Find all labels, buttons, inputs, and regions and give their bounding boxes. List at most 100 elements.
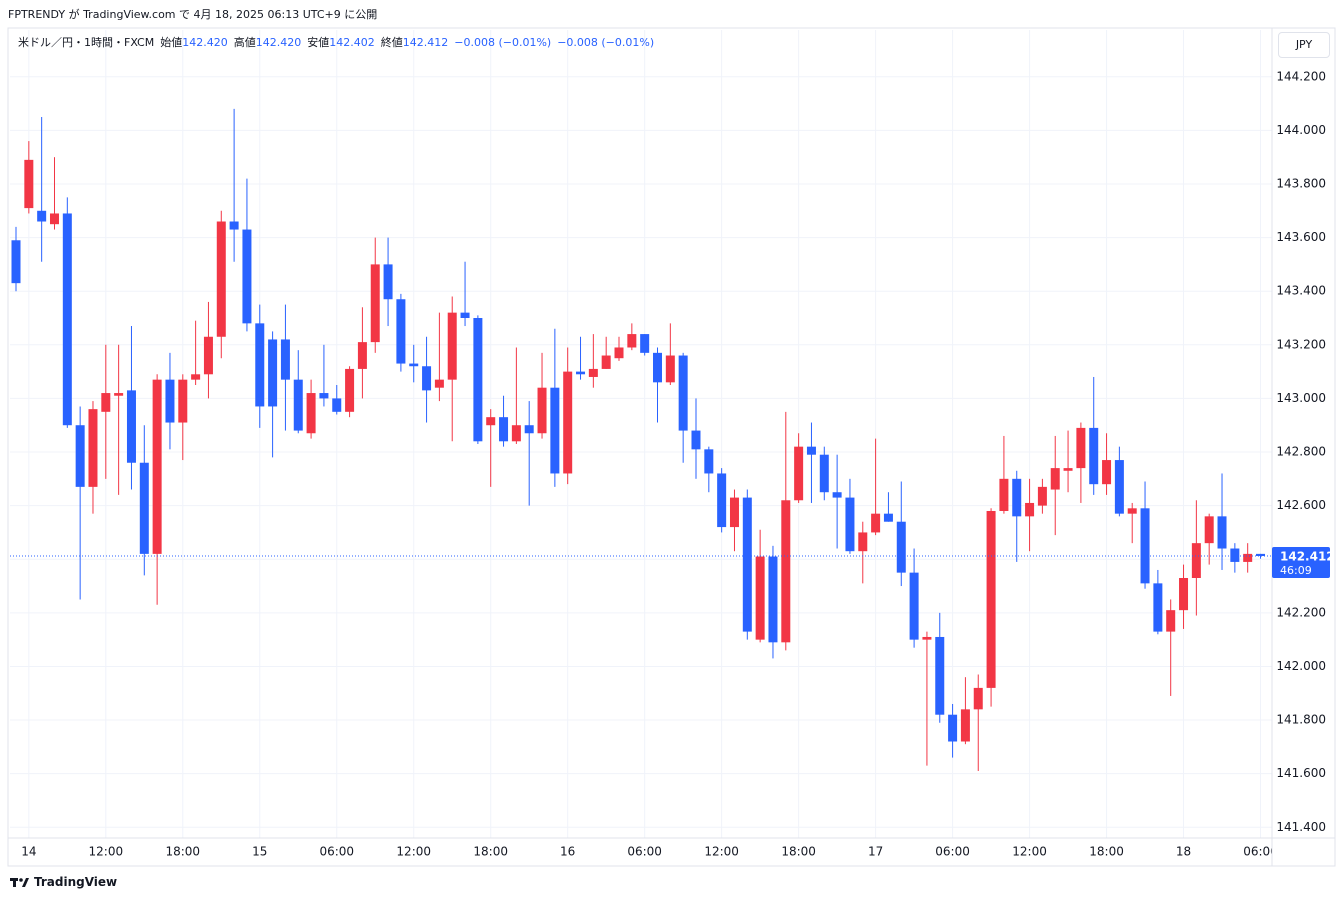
open-label: 始値	[160, 36, 183, 49]
candle-body	[665, 355, 675, 383]
candle-body	[383, 264, 393, 300]
y-tick-label: 144.000	[1276, 123, 1326, 137]
candle-body	[948, 714, 958, 742]
currency-button[interactable]: JPY	[1278, 32, 1330, 58]
candle-body	[960, 709, 970, 742]
candle-body	[550, 387, 560, 474]
y-tick-label: 141.400	[1276, 820, 1326, 834]
countdown-label: 46:09	[1280, 564, 1312, 577]
candle-body	[909, 572, 919, 640]
x-tick-label: 18:00	[781, 845, 816, 859]
candle-body	[191, 374, 201, 380]
candle-body	[729, 497, 739, 528]
logo-part	[19, 878, 23, 882]
last-price-label: 142.412	[1280, 550, 1335, 564]
candle-body	[1089, 427, 1099, 485]
candle-body	[1217, 516, 1227, 549]
candle-body	[11, 240, 21, 284]
x-tick-label: 14	[21, 845, 36, 859]
candle-body	[935, 636, 945, 715]
x-tick-label: 06:00	[935, 845, 970, 859]
candle-body	[1037, 486, 1047, 506]
candle-body	[537, 387, 547, 434]
candle-body	[999, 478, 1009, 511]
candle-body	[832, 492, 842, 498]
candle-body	[62, 213, 72, 426]
y-tick-label: 142.200	[1276, 605, 1326, 619]
x-tick-label: 06:00	[627, 845, 662, 859]
symbol: 米ドル／円・1時間・FXCM	[18, 36, 155, 49]
candle-body	[511, 425, 521, 442]
candles	[10, 108, 1272, 771]
candle-body	[280, 339, 290, 380]
y-tick-label: 142.800	[1276, 445, 1326, 459]
chart-frame	[7, 27, 1336, 867]
candle-body	[126, 390, 136, 463]
candle-body	[986, 510, 996, 688]
x-tick-label: 06:00	[1243, 845, 1278, 859]
change: −0.008 (−0.01%)	[454, 36, 552, 49]
candle-body	[255, 323, 265, 407]
y-tick-label: 143.000	[1276, 391, 1326, 405]
candle-body	[1076, 427, 1086, 469]
y-tick-label: 141.800	[1276, 713, 1326, 727]
candle-body	[640, 334, 650, 353]
candle-body	[896, 521, 906, 573]
candle-body	[447, 312, 457, 380]
candle-body	[717, 473, 727, 528]
candle-body	[101, 393, 111, 412]
x-tick-label: 18:00	[1089, 845, 1124, 859]
candle-body	[293, 379, 303, 431]
candle-body	[1127, 508, 1137, 514]
candle-body	[434, 379, 444, 388]
candle-body	[845, 497, 855, 552]
x-tick-label: 12:00	[704, 845, 739, 859]
x-tick-label: 06:00	[319, 845, 354, 859]
candle-body	[1243, 553, 1253, 562]
x-tick-label: 12:00	[396, 845, 431, 859]
low-value: 142.402	[329, 36, 375, 49]
y-tick-label: 142.600	[1276, 498, 1326, 512]
candle-body	[691, 430, 701, 450]
candle-body	[345, 368, 355, 412]
candle-body	[806, 446, 816, 455]
candle-body	[794, 446, 804, 501]
candle-body	[871, 513, 881, 533]
change-percent: −0.008 (−0.01%)	[557, 36, 655, 49]
candle-body	[819, 454, 829, 493]
candle-body	[627, 334, 637, 348]
candle-body	[306, 393, 316, 434]
candle-body	[704, 449, 714, 474]
y-tick-label: 144.200	[1276, 69, 1326, 83]
candle-body	[165, 379, 175, 423]
y-tick-label: 143.600	[1276, 230, 1326, 244]
candle-body	[499, 417, 509, 442]
candle-body	[768, 556, 778, 643]
candle-body	[1063, 468, 1073, 471]
candle-body	[1025, 502, 1035, 517]
logo	[10, 878, 29, 887]
candle-body	[973, 687, 983, 710]
candle-body	[742, 497, 752, 632]
candle-body	[1114, 460, 1124, 514]
candle-body	[152, 379, 162, 554]
candle-body	[332, 398, 342, 412]
candle-body	[1204, 516, 1214, 544]
candle-body	[203, 336, 213, 375]
candle-body	[1256, 553, 1266, 557]
logo-part	[22, 878, 29, 887]
candle-body	[460, 312, 470, 318]
candle-body	[1166, 610, 1176, 632]
y-tick-label: 143.200	[1276, 337, 1326, 351]
x-tick-label: 12:00	[89, 845, 124, 859]
x-tick-label: 17	[868, 845, 883, 859]
candle-body	[24, 159, 34, 209]
candle-body	[1050, 468, 1060, 490]
y-tick-label: 141.600	[1276, 766, 1326, 780]
candle-body	[139, 462, 149, 554]
candle-body	[678, 355, 688, 431]
logo-part	[13, 878, 16, 887]
last-price-badge	[1272, 547, 1330, 579]
